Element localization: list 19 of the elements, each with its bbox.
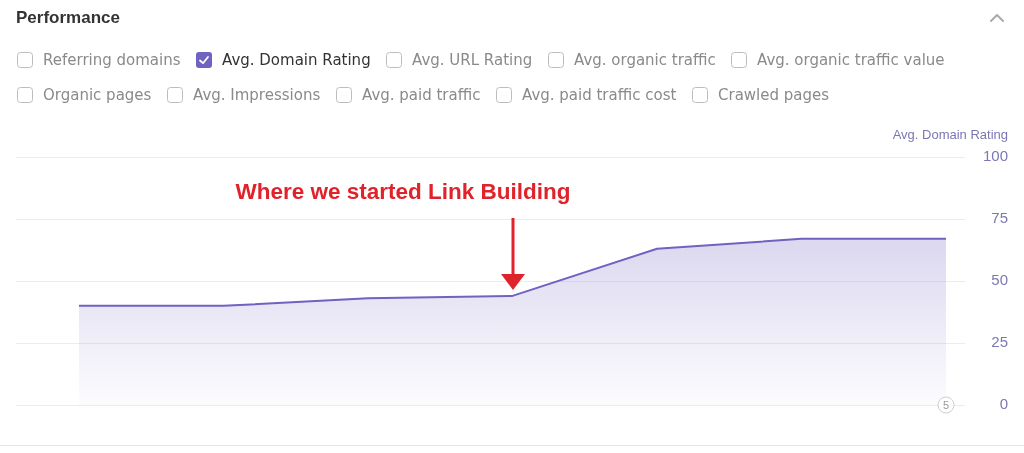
y-axis-title: Avg. Domain Rating: [892, 126, 1008, 142]
text: Avg. organic traffic value: [757, 51, 945, 69]
text: Crawled pages: [718, 86, 830, 104]
annotation: Where we started Link Building: [235, 179, 571, 205]
annotation: 5: [942, 398, 950, 411]
y-tick-label: 100: [982, 147, 1008, 165]
text: Avg. organic traffic: [574, 51, 716, 69]
text: Avg. paid traffic: [362, 86, 481, 104]
chart-title: Performance: [16, 8, 120, 28]
y-tick-label: 25: [991, 333, 1008, 351]
y-tick-label: 0: [999, 395, 1008, 413]
text: Avg. URL Rating: [412, 51, 533, 69]
y-tick-label: 75: [991, 209, 1008, 227]
legend-label: Avg. Domain Rating: [222, 51, 371, 69]
y-tick-label: 50: [991, 271, 1008, 289]
text: Referring domains: [43, 51, 181, 69]
text: Organic pages: [43, 86, 152, 104]
text: Avg. paid traffic cost: [522, 86, 677, 104]
text: Avg. Impressions: [193, 86, 321, 104]
